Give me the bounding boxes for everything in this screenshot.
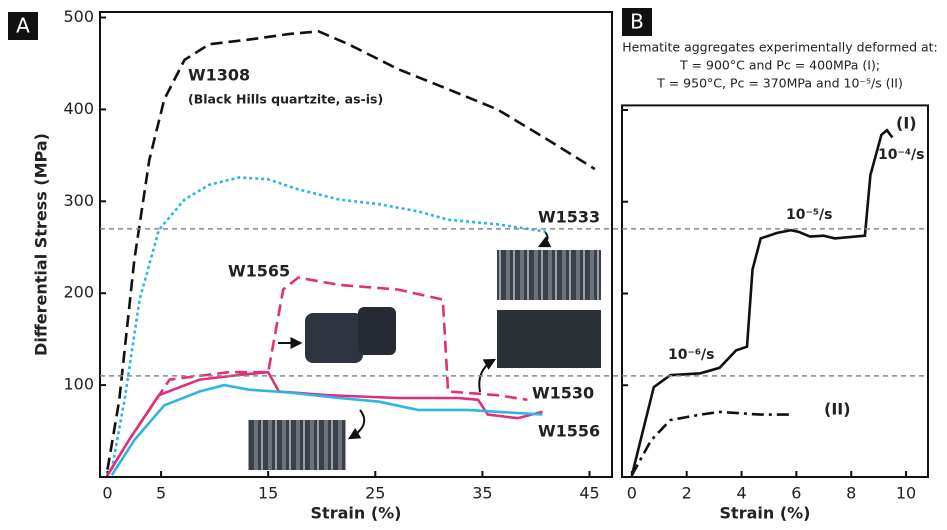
x-axis-label: Strain (%) <box>311 504 402 523</box>
x-tick-label: 25 <box>365 484 385 503</box>
panel-label: B <box>630 10 644 34</box>
panel-badge <box>622 8 652 36</box>
y-axis-label: Differential Stress (MPa) <box>32 133 51 356</box>
series-line <box>110 383 543 476</box>
arrow <box>347 409 366 440</box>
annotation: (Black Hills quartzite, as-is) <box>188 92 383 107</box>
series-line <box>630 410 794 476</box>
series-label: (II) <box>824 400 851 419</box>
rate-label: 10⁻⁶/s <box>668 347 714 363</box>
panel-title: Hematite aggregates experimentally defor… <box>622 40 938 55</box>
series-label: W1565 <box>228 262 290 281</box>
panel-title: T = 950°C, Pc = 370MPa and 10⁻⁵/s (II) <box>656 76 903 91</box>
y-tick-label: 500 <box>63 7 94 26</box>
rate-label: 10⁻⁴/s <box>878 147 924 163</box>
sample-photo <box>497 250 601 300</box>
rate-label: 10⁻⁵/s <box>786 207 832 223</box>
x-axis-label: Strain (%) <box>720 504 811 523</box>
x-tick-label: 0 <box>627 484 637 503</box>
series-label: W1556 <box>538 422 600 441</box>
series-line <box>110 176 546 470</box>
sample-photo <box>248 420 346 470</box>
sample-photo <box>358 307 396 355</box>
panel-label: A <box>16 14 30 38</box>
sample-photo <box>305 313 363 363</box>
x-tick-label: 45 <box>579 484 599 503</box>
series-line <box>630 128 894 476</box>
x-tick-label: 35 <box>472 484 492 503</box>
x-tick-label: 15 <box>258 484 278 503</box>
arrow <box>537 231 552 248</box>
series-label: W1308 <box>188 66 250 85</box>
photos <box>248 231 601 470</box>
x-tick-label: 6 <box>791 484 801 503</box>
x-tick-label: 0 <box>102 484 112 503</box>
series-line <box>106 276 528 476</box>
y-tick-label: 200 <box>63 283 94 302</box>
y-tick-label: 300 <box>63 191 94 210</box>
x-tick-label: 5 <box>156 484 166 503</box>
series-label: (I) <box>896 114 917 133</box>
x-tick-label: 8 <box>846 484 856 503</box>
series-label: W1530 <box>532 384 594 403</box>
x-tick-label: 10 <box>896 484 916 503</box>
x-tick-label: 2 <box>682 484 692 503</box>
series-label: W1533 <box>538 208 600 227</box>
panel-badge <box>8 12 38 40</box>
x-tick-label: 4 <box>736 484 746 503</box>
plot-frame <box>621 104 929 479</box>
y-tick-label: 400 <box>63 99 94 118</box>
series-line <box>106 29 596 470</box>
sample-photo <box>497 310 601 368</box>
arrow <box>478 358 497 393</box>
y-tick-label: 100 <box>63 375 94 394</box>
plot-frame <box>99 11 613 478</box>
panel-title: T = 900°C and Pc = 400MPa (I); <box>679 58 880 73</box>
